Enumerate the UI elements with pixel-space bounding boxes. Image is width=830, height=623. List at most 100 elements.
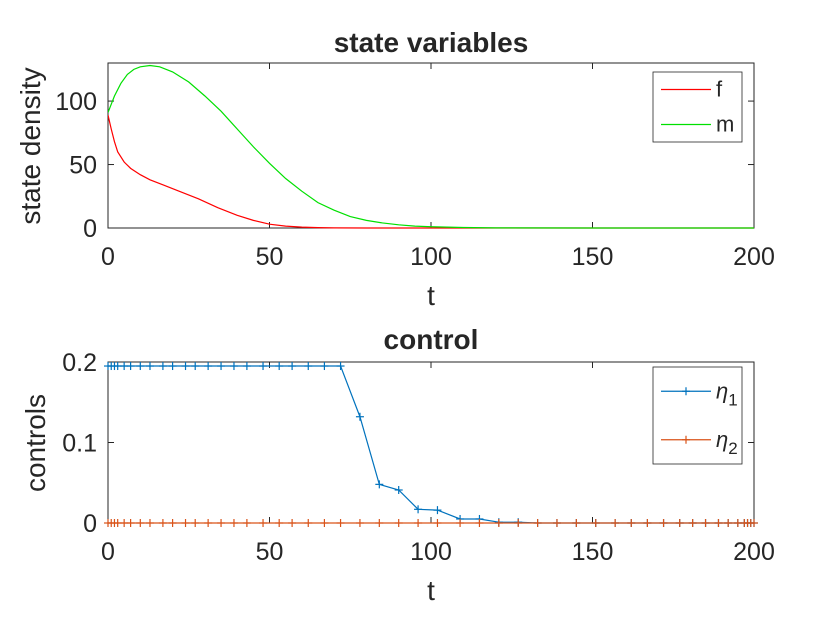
state-series-2-line xyxy=(108,64,754,229)
control-y-tick-label: 0.1 xyxy=(62,430,97,458)
control-series-2-point xyxy=(750,519,758,527)
state-x-axis-label: t xyxy=(427,280,435,311)
control-series-1-point xyxy=(433,506,442,515)
control-axes: control t controls 0 50 100 150 200 0 0.1 0.2 η… xyxy=(20,324,775,606)
control-series-2-point xyxy=(643,519,652,527)
control-series-2-point xyxy=(675,519,684,527)
control-series-1-point xyxy=(320,362,329,371)
control-series-2-point xyxy=(288,519,297,527)
state-x-tick-label: 200 xyxy=(733,243,775,271)
state-series xyxy=(108,64,754,229)
control-series-2-point xyxy=(304,519,313,527)
state-y-tick-label: 50 xyxy=(69,152,97,180)
control-series-2-point xyxy=(552,519,561,527)
control-series-2-point xyxy=(533,519,542,527)
control-y-axis-label: controls xyxy=(20,394,51,492)
state-legend-box xyxy=(652,71,743,143)
control-series-1-point xyxy=(414,505,423,514)
control-series-2-point xyxy=(217,519,226,527)
control-series-2-point xyxy=(145,519,154,527)
control-series-1-point xyxy=(336,362,345,371)
state-y-axis-label: state density xyxy=(15,67,46,224)
control-series-2-point xyxy=(136,519,145,527)
control-series-1-point xyxy=(204,362,213,371)
state-x-tick-label: 150 xyxy=(572,243,614,271)
control-x-tick-label: 150 xyxy=(572,538,614,566)
control-series-2-point xyxy=(181,519,190,527)
control-series-1-point xyxy=(288,362,297,371)
control-series-2-point xyxy=(375,519,384,527)
control-y-tick-label: 0.2 xyxy=(62,349,97,377)
control-x-tick-label: 50 xyxy=(256,538,284,566)
control-x-tick-label: 200 xyxy=(733,538,775,566)
control-series-2-point xyxy=(688,519,697,527)
control-ticks: 0 50 100 150 200 0 0.1 0.2 xyxy=(62,349,775,566)
control-series-1-point xyxy=(217,362,226,371)
control-series xyxy=(104,362,758,527)
control-series-2-point xyxy=(494,519,503,527)
state-y-tick-label: 100 xyxy=(55,88,97,116)
control-series-2-point xyxy=(394,519,403,527)
state-ticks: 0 50 100 150 200 0 50 100 xyxy=(55,63,775,271)
state-x-tick-label: 0 xyxy=(101,243,115,271)
state-legend-item: f xyxy=(661,77,723,102)
control-legend-item: η1 xyxy=(661,378,738,409)
control-legend-box xyxy=(652,366,743,465)
control-series-1-point xyxy=(168,362,177,371)
control-chart-title: control xyxy=(384,324,479,355)
control-series-2-point xyxy=(627,519,636,527)
state-series-1-line xyxy=(108,114,754,229)
control-series-1-point xyxy=(242,362,251,371)
control-series-2-point xyxy=(126,519,135,527)
control-series-1-point xyxy=(355,412,364,421)
state-legend-item: m xyxy=(661,112,734,137)
control-series-2-point xyxy=(336,519,345,527)
control-series-2-point xyxy=(168,519,177,527)
control-series-1-point xyxy=(394,485,403,494)
control-series-2-point xyxy=(320,519,329,527)
control-series-2-point xyxy=(572,519,581,527)
control-series-2-point xyxy=(659,519,668,527)
state-variables-axes: state variables t state density 0 50 100 15… xyxy=(15,27,775,311)
control-series-1-point xyxy=(145,362,154,371)
control-series-2-point xyxy=(204,519,213,527)
control-legend-label: η1 xyxy=(716,378,738,409)
control-series-2-point xyxy=(456,519,465,527)
control-series-2-point xyxy=(611,519,620,527)
control-series-2-point xyxy=(275,519,284,527)
control-series-1-point xyxy=(191,362,200,371)
control-series-1-point xyxy=(259,362,268,371)
control-series-2-point xyxy=(714,519,723,527)
control-series-2-point xyxy=(259,519,268,527)
control-legend-label: η2 xyxy=(716,427,738,458)
control-series-2-point xyxy=(701,519,710,527)
control-series-1-point xyxy=(136,362,145,371)
control-x-tick-label: 0 xyxy=(101,538,115,566)
state-legend: fm xyxy=(652,71,743,143)
control-series-1-point xyxy=(181,362,190,371)
control-series-2-point xyxy=(242,519,251,527)
control-series-2-point xyxy=(355,519,364,527)
control-series-2-point xyxy=(191,519,200,527)
state-x-tick-label: 50 xyxy=(256,243,284,271)
state-y-tick-label: 0 xyxy=(83,215,97,243)
state-x-tick-label: 100 xyxy=(410,243,452,271)
control-x-axis-label: t xyxy=(427,575,435,606)
state-chart-title: state variables xyxy=(334,27,529,58)
control-series-2-point xyxy=(414,519,423,527)
state-legend-label: m xyxy=(716,112,734,137)
control-legend-item: η2 xyxy=(661,427,738,458)
control-series-1-point xyxy=(229,362,238,371)
control-series-1-point xyxy=(158,362,167,371)
control-series-2-point xyxy=(591,519,600,527)
control-x-tick-label: 100 xyxy=(410,538,452,566)
control-legend: η1 η2 xyxy=(652,366,743,465)
control-series-1-point xyxy=(375,480,384,489)
control-series-2-point xyxy=(229,519,238,527)
control-series-2-point xyxy=(475,519,484,527)
control-y-tick-label: 0 xyxy=(83,510,97,538)
control-series-2-point xyxy=(514,519,523,527)
state-legend-label: f xyxy=(716,77,723,102)
control-series-2-point xyxy=(158,519,167,527)
